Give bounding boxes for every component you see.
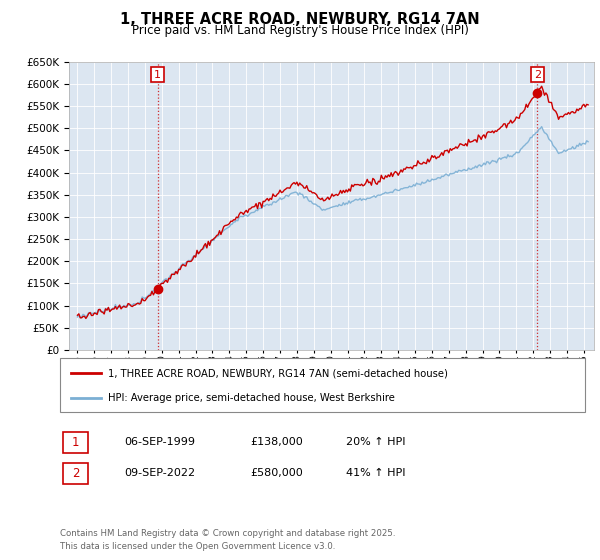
Text: 1: 1 [154, 69, 161, 80]
Text: £580,000: £580,000 [250, 468, 303, 478]
Text: £138,000: £138,000 [250, 437, 303, 447]
Text: 1, THREE ACRE ROAD, NEWBURY, RG14 7AN (semi-detached house): 1, THREE ACRE ROAD, NEWBURY, RG14 7AN (s… [108, 368, 448, 379]
Text: 20% ↑ HPI: 20% ↑ HPI [346, 437, 406, 447]
Text: 1, THREE ACRE ROAD, NEWBURY, RG14 7AN: 1, THREE ACRE ROAD, NEWBURY, RG14 7AN [120, 12, 480, 27]
Text: 1: 1 [72, 436, 79, 449]
Text: Price paid vs. HM Land Registry's House Price Index (HPI): Price paid vs. HM Land Registry's House … [131, 24, 469, 36]
Text: 06-SEP-1999: 06-SEP-1999 [124, 437, 195, 447]
Text: 09-SEP-2022: 09-SEP-2022 [124, 468, 196, 478]
Text: HPI: Average price, semi-detached house, West Berkshire: HPI: Average price, semi-detached house,… [108, 393, 395, 403]
Text: 2: 2 [72, 466, 79, 480]
Text: 2: 2 [534, 69, 541, 80]
Text: 41% ↑ HPI: 41% ↑ HPI [346, 468, 406, 478]
Text: Contains HM Land Registry data © Crown copyright and database right 2025.
This d: Contains HM Land Registry data © Crown c… [60, 529, 395, 550]
